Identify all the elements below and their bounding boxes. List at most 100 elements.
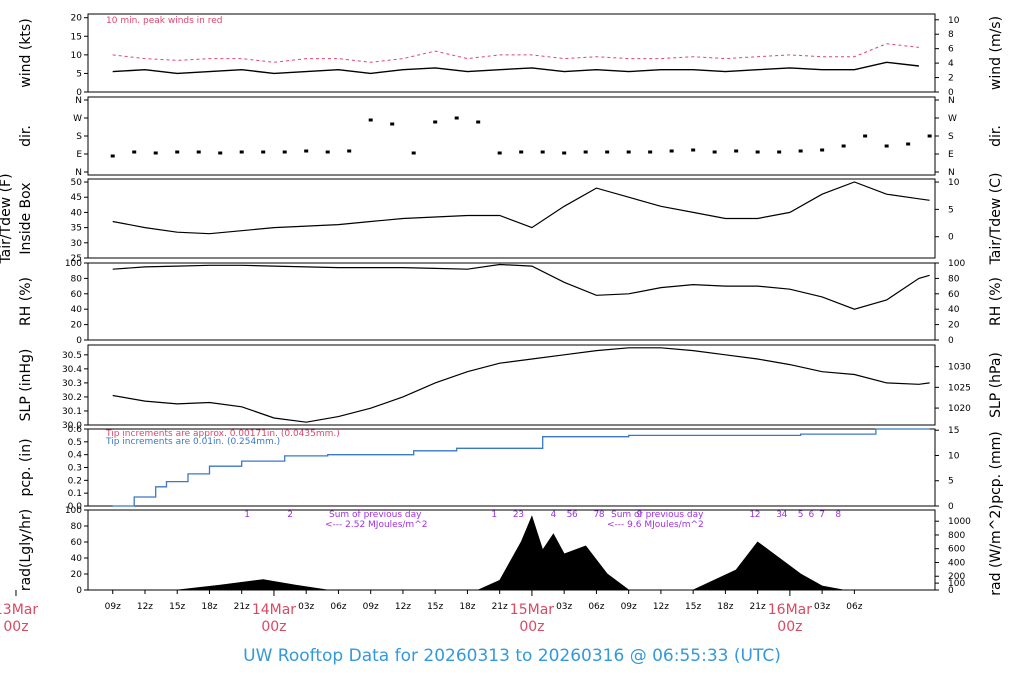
radiation-hour-marker: 7 xyxy=(594,510,600,520)
x-date-tick-date: 14Mar xyxy=(252,602,296,618)
radiation-hour-marker: 7 xyxy=(819,510,825,520)
wind-y-tick-label: 20 xyxy=(71,14,83,24)
direction-point xyxy=(390,122,395,126)
temperature-y-tick-label: 40 xyxy=(71,208,83,218)
x-hour-tick-label: 15z xyxy=(685,602,701,612)
rh-y-tick-label: 20 xyxy=(71,321,83,331)
pressure-ylabel-left: SLP (inHg) xyxy=(18,349,34,422)
wind-y-tick-label: 5 xyxy=(76,69,82,79)
x-hour-tick-label: 18z xyxy=(201,602,217,612)
radiation-hour-marker: 2 xyxy=(287,510,293,520)
radiation-hour-marker: 5 xyxy=(798,510,804,520)
radiation-sum-label: Sum of previous day xyxy=(611,510,704,520)
temperature-y-tick-label: 50 xyxy=(71,178,83,188)
precipitation-y-right-tick-label: 5 xyxy=(948,477,954,487)
pressure-series xyxy=(112,347,930,423)
precipitation-ylabel-left: pcp. (in) xyxy=(18,438,34,496)
wind-annotation: 10 min. peak winds in red xyxy=(106,16,223,26)
x-hour-tick-label: 09z xyxy=(105,602,121,612)
temperature-y-tick-label: 25 xyxy=(71,254,82,264)
wind-y-tick-label: 10 xyxy=(71,51,83,61)
x-hour-tick-label: 18z xyxy=(717,602,733,612)
radiation-hour-marker: 1 xyxy=(749,510,755,520)
x-hour-tick-label: 12z xyxy=(137,602,153,612)
direction-point xyxy=(347,149,352,153)
radiation-sum-value: <--- 9.6 MJoules/m^2 xyxy=(607,520,704,530)
radiation-hour-marker: 9 xyxy=(637,510,643,520)
direction-point xyxy=(906,142,911,146)
x-hour-tick-label: 06z xyxy=(846,602,862,612)
x-hour-tick-label: 12z xyxy=(395,602,411,612)
precipitation-y-right-tick-label: 0 xyxy=(948,502,954,512)
precipitation-series xyxy=(112,428,930,507)
radiation-y-right-tick-label: 1000 xyxy=(948,517,971,527)
temperature-panel-frame xyxy=(87,178,936,259)
footer-title: UW Rooftop Data for 20260313 to 20260316… xyxy=(243,646,781,666)
precipitation-y-right-tick-label: 10 xyxy=(948,451,960,461)
wind-panel-frame xyxy=(87,13,936,93)
direction-point xyxy=(433,120,438,124)
wind-ylabel-left: wind (kts) xyxy=(18,18,34,87)
wind-y-right-tick-label: 8 xyxy=(948,30,954,40)
direction-point xyxy=(132,150,137,154)
radiation-hour-marker: 1 xyxy=(491,510,497,520)
rh-y-tick-label: 60 xyxy=(71,290,83,300)
direction-point xyxy=(841,144,846,148)
rh-y-tick-label: 80 xyxy=(71,274,83,284)
radiation-y-tick-label: 20 xyxy=(71,570,83,580)
wind-y-tick-label: 0 xyxy=(76,88,82,98)
x-date-tick-time: 00z xyxy=(519,619,544,635)
direction-point xyxy=(583,150,588,154)
direction-point xyxy=(798,149,803,153)
radiation-y-tick-label: 60 xyxy=(71,538,83,548)
direction-ylabel-right: dir. xyxy=(988,125,1004,147)
temperature-ylabel-outer: Tair/Tdew (F) xyxy=(0,173,14,264)
wind-y-tick-label: 15 xyxy=(71,32,82,42)
x-date-tick-date: 15Mar xyxy=(510,602,554,618)
radiation-y-tick-label: 40 xyxy=(71,554,83,564)
pressure-y-right-tick-label: 1030 xyxy=(948,363,971,373)
direction-point xyxy=(605,150,610,154)
radiation-hour-marker: 3 xyxy=(518,510,524,520)
radiation-y-right-tick-label: 100 xyxy=(948,579,965,589)
radiation-hour-marker: 3 xyxy=(776,510,782,520)
rh-y-right-tick-label: 40 xyxy=(948,305,960,315)
temperature-y-right-tick-label: 5 xyxy=(948,205,954,215)
direction-tick-label: W xyxy=(73,114,82,124)
radiation-y-right-tick-label: 800 xyxy=(948,531,965,541)
x-hour-tick-label: 03z xyxy=(814,602,830,612)
pressure-y-right-tick-label: 1020 xyxy=(948,404,971,414)
direction-point xyxy=(777,150,782,154)
x-date-tick-time: 00z xyxy=(777,619,802,635)
direction-point xyxy=(519,150,524,154)
x-date-tick-time: 00z xyxy=(3,619,28,635)
temperature-ylabel-right: Tair/Tdew (C) xyxy=(988,173,1004,266)
radiation-hour-marker: 4 xyxy=(551,510,557,520)
wind-ylabel-right: wind (m/s) xyxy=(988,16,1004,90)
wind-y-right-tick-label: 0 xyxy=(948,88,954,98)
precipitation-y-tick-label: 0.6 xyxy=(68,425,83,435)
direction-right-tick-label: S xyxy=(948,132,954,142)
radiation-y-right-tick-label: 400 xyxy=(948,558,965,568)
x-date-tick-date: 16Mar xyxy=(768,602,812,618)
radiation-area xyxy=(177,579,328,591)
x-hour-tick-label: 21z xyxy=(492,602,508,612)
direction-point xyxy=(863,134,868,138)
temperature-ylabel-left: Inside Box xyxy=(18,182,34,254)
precipitation-annotation-1: Tip increments are approx. 0.00171in. (0… xyxy=(105,429,340,439)
x-date-tick-time: 00z xyxy=(261,619,286,635)
direction-right-tick-label: N xyxy=(948,168,955,178)
direction-point xyxy=(562,151,567,155)
radiation-area xyxy=(478,515,630,591)
radiation-sum-value: <--- 2.52 MJoules/m^2 xyxy=(325,520,427,530)
radiation-hour-marker: 6 xyxy=(809,510,815,520)
direction-right-tick-label: N xyxy=(948,96,955,106)
direction-panel-frame xyxy=(87,96,936,176)
pressure-ylabel-right: SLP (hPa) xyxy=(988,352,1004,418)
direction-point xyxy=(196,150,201,154)
direction-point xyxy=(110,154,115,158)
direction-point xyxy=(497,151,502,155)
rh-y-tick-label: 0 xyxy=(76,336,82,346)
radiation-y-tick-label: 80 xyxy=(71,522,83,532)
